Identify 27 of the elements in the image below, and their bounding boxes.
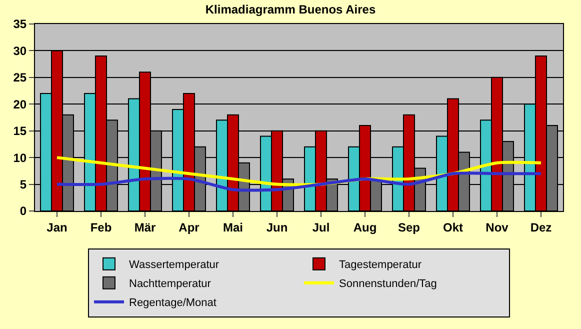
legend-label: Wassertemperatur (129, 259, 220, 272)
legend-label: Regentage/Monat (129, 297, 216, 310)
legend-label: Sonnenstunden/Tag (339, 278, 437, 290)
x-tick-label: Apr (178, 220, 200, 234)
x-tick-label: Aug (353, 220, 377, 234)
line-series (56, 172, 542, 192)
x-tick-label: Mai (222, 220, 244, 234)
x-tick-label: Okt (442, 220, 464, 234)
y-tick-label: 5 (20, 177, 27, 192)
y-tick-label: 35 (13, 17, 27, 32)
x-tick-label: Feb (90, 220, 112, 234)
y-tick-label: 30 (13, 44, 27, 58)
x-tick-label: Sep (398, 220, 420, 234)
legend-label: Tagestemperatur (339, 259, 422, 272)
x-tick-label: Dez (530, 220, 552, 234)
y-tick-label: 20 (13, 97, 27, 112)
y-tick-label: 25 (13, 70, 27, 85)
y-tick-label: 0 (20, 204, 27, 218)
y-tick-label: 10 (13, 150, 27, 165)
x-tick-label: Mär (134, 220, 156, 234)
x-tick-label: Nov (486, 220, 509, 234)
y-tick-label: 15 (13, 124, 27, 138)
x-tick-label: Jul (312, 220, 330, 234)
x-tick-label: Jan (46, 220, 68, 234)
chart-title: Klimadiagramm Buenos Aires (205, 2, 376, 16)
legend-label: Nachttemperatur (129, 278, 212, 290)
x-tick-label: Jun (266, 220, 288, 234)
